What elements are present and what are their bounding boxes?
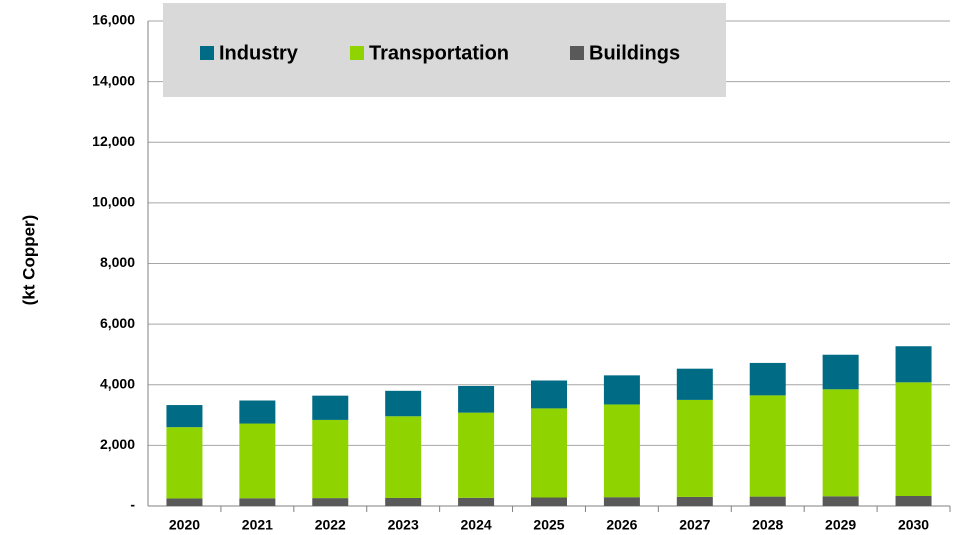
bar-segment	[312, 419, 349, 499]
x-tick-label: 2028	[752, 517, 783, 533]
bar-segment	[676, 368, 713, 400]
x-tick-label: 2021	[242, 517, 273, 533]
bar-segment	[458, 497, 495, 506]
bar-segment	[531, 497, 567, 506]
bar-segment	[822, 354, 859, 390]
y-tick-label: 4,000	[100, 375, 135, 391]
bar-segment	[166, 427, 203, 499]
bar-segment	[603, 375, 640, 405]
bar-segment	[676, 399, 713, 497]
bar-segment	[385, 390, 422, 417]
bar-segment	[458, 385, 495, 413]
y-tick-label: 2,000	[100, 436, 135, 452]
bar-segment	[676, 496, 713, 506]
bar-segment	[312, 395, 349, 420]
x-tick-label: 2027	[679, 517, 710, 533]
bar-segment	[239, 423, 276, 499]
y-tick-label: -	[130, 497, 135, 513]
x-tick-label: 2023	[388, 517, 419, 533]
bar-segment	[749, 395, 786, 497]
legend-label: Buildings	[589, 42, 680, 64]
legend-swatch	[200, 46, 214, 60]
bar-segment	[822, 496, 859, 506]
bar-segment	[458, 412, 495, 498]
bar-segment	[531, 408, 567, 498]
bar-segment	[531, 380, 567, 409]
bar-segment	[385, 416, 422, 498]
x-tick-label: 2020	[169, 517, 200, 533]
x-tick-label: 2024	[461, 517, 492, 533]
bar-segment	[895, 495, 932, 506]
x-tick-label: 2026	[606, 517, 637, 533]
x-tick-label: 2022	[315, 517, 346, 533]
y-tick-label: 10,000	[92, 194, 135, 210]
legend-swatch	[350, 46, 364, 60]
legend-swatch	[570, 46, 584, 60]
bar-segment	[239, 400, 276, 424]
bar-segment	[312, 498, 349, 506]
bar-segment	[239, 498, 276, 506]
bar-segment	[385, 497, 422, 506]
bar-segment	[895, 346, 932, 383]
bar-segment	[166, 405, 203, 428]
legend-box	[163, 3, 726, 97]
bar-segment	[166, 498, 203, 506]
y-tick-label: 6,000	[100, 315, 135, 331]
bar-segment	[749, 362, 786, 396]
y-tick-label: 8,000	[100, 254, 135, 270]
y-axis-label: (kt Copper)	[19, 215, 38, 306]
bar-segment	[822, 389, 859, 497]
x-tick-label: 2025	[533, 517, 564, 533]
bar-segment	[603, 497, 640, 506]
bar-segment	[603, 404, 640, 498]
bar-segment	[895, 382, 932, 496]
x-tick-label: 2029	[825, 517, 856, 533]
bar-segment	[749, 496, 786, 506]
y-tick-label: 14,000	[92, 72, 135, 88]
y-tick-label: 12,000	[92, 133, 135, 149]
x-tick-label: 2030	[898, 517, 929, 533]
legend-label: Industry	[219, 42, 299, 64]
y-tick-label: 16,000	[92, 12, 135, 28]
legend-label: Transportation	[369, 42, 509, 64]
